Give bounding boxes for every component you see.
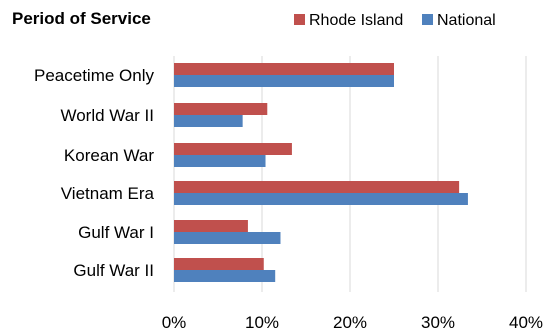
- bar-national: [174, 232, 281, 244]
- bar-rhode-island: [174, 220, 248, 232]
- legend-swatch: [294, 14, 305, 25]
- x-tick-labels: 0% 10% 20% 30% 40%: [162, 313, 543, 332]
- bars: [174, 63, 468, 282]
- category-label: World War II: [60, 106, 154, 125]
- bar-national: [174, 193, 468, 205]
- bar-national: [174, 75, 394, 87]
- gridlines: [173, 56, 527, 292]
- bar-rhode-island: [174, 143, 292, 155]
- chart-title: Period of Service: [12, 9, 151, 28]
- legend: Rhode Island National: [294, 12, 496, 29]
- bar-national: [174, 115, 243, 127]
- bar-rhode-island: [174, 103, 268, 115]
- category-label: Vietnam Era: [61, 184, 155, 203]
- bar-national: [174, 270, 276, 282]
- x-tick-label: 10%: [245, 313, 279, 332]
- bar-rhode-island: [174, 63, 394, 75]
- category-label: Peacetime Only: [34, 66, 154, 85]
- bar-rhode-island: [174, 181, 460, 193]
- x-tick-label: 30%: [421, 313, 455, 332]
- legend-label: Rhode Island: [309, 12, 403, 29]
- x-tick-label: 40%: [509, 313, 543, 332]
- legend-swatch: [422, 14, 433, 25]
- x-tick-label: 0%: [162, 313, 187, 332]
- bar-rhode-island: [174, 258, 264, 270]
- category-label: Gulf War II: [73, 261, 154, 280]
- legend-label: National: [437, 12, 496, 29]
- x-tick-label: 20%: [333, 313, 367, 332]
- bar-national: [174, 155, 266, 167]
- category-label: Korean War: [64, 146, 154, 165]
- category-labels: Peacetime Only World War II Korean War Viet…: [34, 66, 155, 280]
- category-label: Gulf War I: [78, 223, 154, 242]
